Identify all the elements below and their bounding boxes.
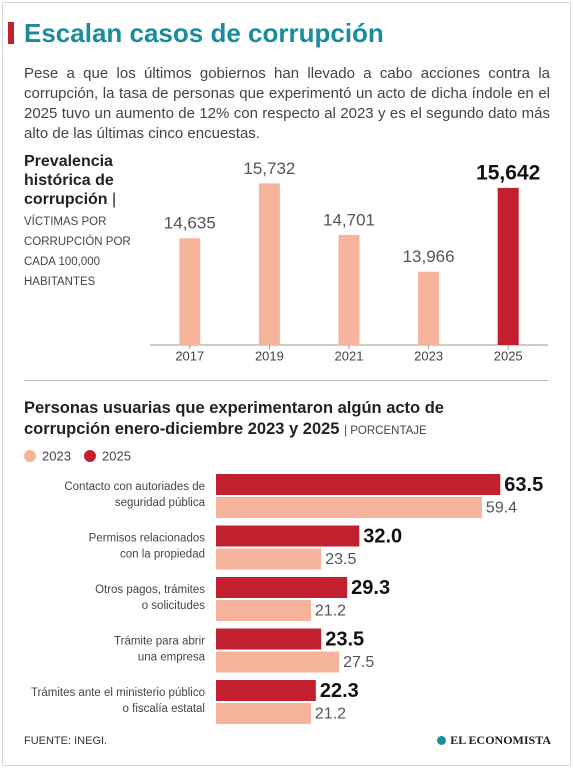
- x-tick-label: 2021: [335, 348, 364, 363]
- bar: [216, 548, 322, 570]
- bar: [216, 600, 311, 621]
- legend-label: 2025: [102, 448, 131, 463]
- brand: EL ECONOMISTA: [437, 733, 551, 748]
- hbar-chart: 2023 2025 Contacto con autoriades de seguri…: [24, 448, 543, 724]
- chart-title-text: Personas usuarias que experimentaron alg…: [24, 399, 444, 438]
- category-label: Trámite para abrir: [114, 636, 205, 648]
- x-tick-label: 2017: [175, 348, 204, 363]
- value-label: 59.4: [486, 500, 517, 517]
- legend-swatch: [24, 450, 36, 462]
- chart-title: Prevalencia histórica de corrupción |: [24, 153, 117, 208]
- x-tick-label: 2023: [414, 348, 443, 363]
- bar: [258, 183, 280, 345]
- legend-label: 2023: [42, 448, 71, 463]
- value-label: 13,966: [403, 247, 455, 266]
- value-label: 63.5: [504, 474, 543, 496]
- bar: [216, 474, 501, 495]
- x-tick-label: 2025: [494, 348, 523, 363]
- chart-title-text: Prevalencia histórica de corrupción: [24, 153, 114, 208]
- value-label: 23.5: [325, 551, 356, 568]
- brand-text: EL ECONOMISTA: [450, 733, 551, 747]
- bar-chart: 2017 14,635 2019 15,732 2021 14,701 2023 13,966…: [150, 159, 548, 363]
- value-label: 27.5: [343, 654, 374, 671]
- value-label: 15,642: [476, 161, 540, 184]
- x-tick-label: 2019: [255, 348, 284, 363]
- bar: [179, 238, 201, 345]
- chart-subtitle: VÍCTIMAS POR CORRUPCIÓN POR CADA 100,000…: [24, 216, 131, 288]
- legend-swatch: [84, 450, 96, 462]
- category-label: Trámites ante el ministerio público: [31, 687, 205, 699]
- bar: [216, 628, 322, 650]
- category-label: o solicitudes: [142, 600, 206, 612]
- category-label: o fiscalía estatal: [123, 703, 205, 715]
- value-label: 21.2: [315, 706, 346, 723]
- category-label: Permisos relacionados: [89, 533, 206, 545]
- chart-subtitle-text: PORCENTAJE: [350, 425, 427, 437]
- bar: [216, 497, 482, 518]
- chart-subtitle: | PORCENTAJE: [344, 425, 427, 437]
- chart-title: Personas usuarias que experimentaron alg…: [24, 398, 524, 442]
- title: Escalan casos de corrupción: [24, 18, 384, 48]
- value-label: 15,732: [243, 159, 295, 178]
- category-label: con la propiedad: [120, 549, 205, 561]
- bar: [216, 703, 311, 724]
- bar: [216, 577, 348, 598]
- intro: Pese a que los últimos gobiernos han lle…: [24, 65, 550, 142]
- category-label: Contacto con autoriades de: [64, 481, 205, 493]
- bar: [216, 651, 340, 673]
- bar: [216, 525, 360, 547]
- value-label: 23.5: [325, 628, 364, 650]
- bar: [497, 187, 519, 345]
- value-label: 14,635: [164, 214, 216, 233]
- bar: [216, 680, 316, 701]
- value-label: 21.2: [315, 603, 346, 620]
- category-label: seguridad pública: [115, 497, 206, 509]
- source: FUENTE: INEGI.: [24, 735, 108, 747]
- value-label: 29.3: [351, 577, 390, 599]
- value-label: 32.0: [363, 525, 402, 547]
- value-label: 22.3: [320, 680, 359, 702]
- category-label: Otros pagos, trámites: [95, 584, 205, 596]
- bar: [418, 271, 440, 345]
- divider: [24, 380, 548, 381]
- brand-icon: [437, 736, 447, 745]
- category-label: una empresa: [138, 652, 206, 664]
- value-label: 14,701: [323, 210, 375, 229]
- title-accent: [8, 22, 14, 44]
- bar: [338, 234, 360, 345]
